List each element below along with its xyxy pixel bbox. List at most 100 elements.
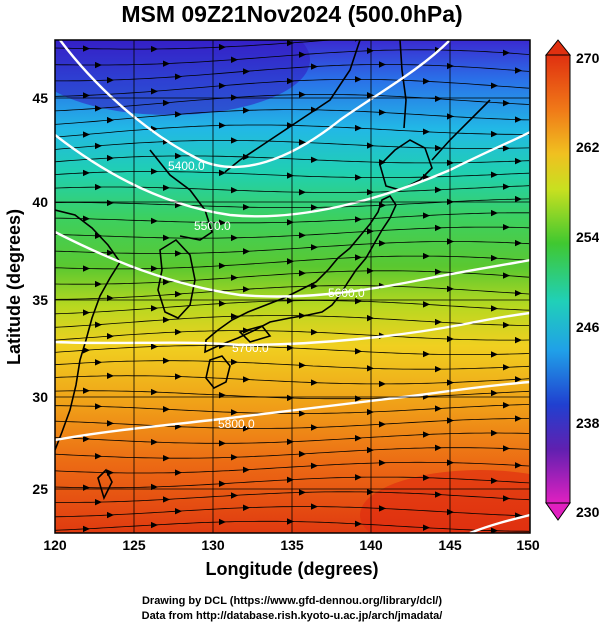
- stream-arrow: [311, 462, 318, 469]
- plot-area: 5400.0 5500.0 5600.0 5700.0 5800.0: [55, 32, 530, 533]
- stream-arrow: [83, 265, 90, 272]
- stream-arrow: [107, 249, 114, 257]
- stream-arrow: [83, 347, 90, 354]
- stream-arrow: [503, 402, 510, 409]
- stream-arrow: [231, 358, 238, 366]
- stream-arrow: [95, 183, 102, 191]
- stream-arrow: [287, 476, 294, 483]
- stream-arrow: [219, 300, 226, 307]
- stream-arrow: [515, 195, 522, 203]
- stream-arrow: [95, 403, 102, 410]
- stream-arrow: [151, 45, 158, 53]
- korea-outline: [157, 238, 196, 319]
- stream-arrow: [311, 204, 318, 211]
- coastlines: [55, 40, 491, 501]
- stream-arrow: [163, 278, 170, 286]
- colorbar: 270 262 254 246 238 230: [544, 39, 599, 521]
- hokkaido-outline: [379, 139, 433, 191]
- taiwan-outline: [97, 468, 113, 501]
- stream-arrow: [243, 376, 250, 383]
- stream-arrow: [447, 508, 454, 516]
- kuril-islands: [431, 99, 491, 161]
- y-tick-label: 25: [32, 481, 48, 497]
- stream-arrow: [503, 272, 510, 279]
- stream-arrow: [175, 73, 182, 80]
- contour-5500: [55, 130, 530, 218]
- contour-label-5800: 5800.0: [218, 417, 255, 431]
- stream-arrow: [287, 219, 294, 226]
- stream-arrow: [299, 270, 306, 277]
- stream-arrow: [435, 186, 442, 194]
- stream-arrow: [491, 429, 498, 437]
- stream-arrow: [243, 107, 250, 114]
- china-coast: [55, 209, 121, 451]
- stream-arrow: [423, 32, 430, 38]
- stream-arrow: [491, 130, 498, 138]
- stream-arrow: [95, 359, 102, 366]
- stream-arrow: [491, 477, 498, 484]
- x-tick-labels: 120 125 130 135 140 145 150: [43, 537, 540, 553]
- stream-arrow: [447, 417, 454, 424]
- stream-arrow: [435, 268, 442, 276]
- stream-arrow: [503, 321, 510, 329]
- kyushu-outline: [205, 355, 231, 390]
- stream-arrow: [491, 351, 498, 358]
- stream-arrow: [447, 335, 454, 343]
- stream-arrow: [163, 234, 170, 242]
- stream-arrow: [287, 394, 294, 402]
- stream-arrow: [231, 454, 238, 461]
- x-tick-label: 145: [438, 537, 462, 553]
- stream-arrow: [367, 314, 374, 322]
- stream-arrow: [163, 357, 170, 364]
- stream-arrow: [299, 51, 306, 58]
- stream-arrow: [367, 488, 374, 496]
- stream-arrow: [151, 438, 158, 446]
- stream-arrow: [175, 290, 182, 298]
- stream-arrow: [151, 88, 158, 95]
- stream-arrow: [423, 350, 430, 358]
- stream-arrow: [299, 189, 306, 196]
- stream-arrow: [219, 518, 226, 526]
- stream-arrow: [515, 376, 522, 383]
- stream-arrow: [491, 305, 498, 312]
- stream-arrow: [151, 265, 158, 272]
- stream-arrow: [231, 137, 238, 144]
- stream-arrow: [379, 505, 386, 512]
- y-tick-label: 45: [32, 90, 48, 106]
- stream-arrow: [367, 188, 374, 196]
- stream-arrow: [299, 450, 306, 458]
- stream-arrow: [423, 212, 430, 219]
- stream-arrow: [163, 99, 170, 107]
- stream-arrow: [243, 425, 250, 432]
- stream-arrow: [299, 362, 306, 369]
- stream-arrow: [299, 232, 306, 239]
- stream-arrow: [379, 61, 386, 68]
- map-title: MSM 09Z21Nov2024 (500.0hPa): [121, 1, 462, 27]
- stream-arrow: [491, 527, 498, 533]
- stream-arrow: [83, 387, 90, 394]
- stream-arrow: [107, 332, 114, 340]
- stream-arrow: [287, 77, 294, 85]
- stream-arrow: [447, 62, 454, 70]
- stream-arrow: [311, 156, 318, 164]
- stream-arrow: [243, 286, 250, 293]
- stream-arrow: [379, 380, 386, 388]
- stream-arrow: [83, 92, 90, 99]
- stream-arrow: [231, 274, 238, 281]
- x-axis-label: Longitude (degrees): [205, 559, 378, 579]
- stream-arrow: [423, 128, 430, 135]
- stream-arrow: [435, 224, 442, 232]
- stream-arrow: [423, 474, 430, 481]
- stream-arrow: [491, 33, 498, 39]
- stream-arrow: [435, 95, 442, 102]
- stream-arrow: [83, 525, 90, 533]
- contour-5700: [55, 311, 530, 347]
- stream-arrow: [355, 124, 362, 132]
- stream-arrow: [151, 168, 158, 175]
- stream-arrow: [243, 466, 250, 474]
- stream-arrow: [107, 154, 114, 162]
- colorbar-tick-label: 254: [576, 229, 599, 245]
- stream-arrow: [243, 504, 250, 511]
- stream-arrow: [311, 424, 318, 431]
- stream-arrow: [447, 113, 454, 120]
